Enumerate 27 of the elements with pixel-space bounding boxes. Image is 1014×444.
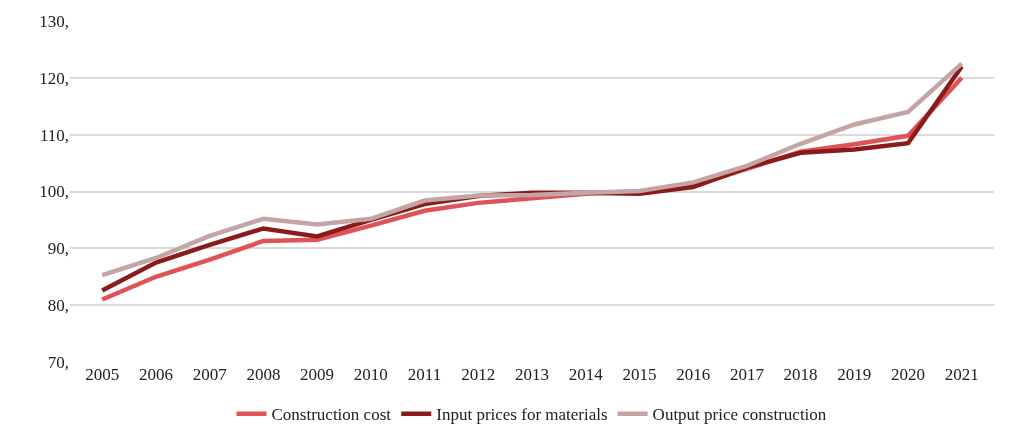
x-tick-label: 2008 bbox=[246, 365, 281, 384]
legend-label: Output price construction bbox=[652, 405, 827, 425]
x-tick-label: 2018 bbox=[783, 365, 818, 384]
x-tick-label: 2021 bbox=[944, 365, 979, 384]
x-tick-label: 2006 bbox=[138, 365, 173, 384]
y-tick-label: 120, bbox=[39, 68, 69, 88]
x-tick-label: 2016 bbox=[676, 365, 711, 384]
x-tick-label: 2012 bbox=[461, 365, 496, 384]
x-tick-label: 2020 bbox=[891, 365, 926, 384]
x-tick-label: 2005 bbox=[85, 365, 120, 384]
y-tick-label: 70, bbox=[47, 352, 69, 372]
x-tick-label: 2009 bbox=[300, 365, 335, 384]
legend-label: Construction cost bbox=[271, 405, 392, 425]
y-tick-label: 80, bbox=[47, 296, 69, 316]
x-tick-label: 2010 bbox=[353, 365, 388, 384]
x-tick-label: 2013 bbox=[515, 365, 549, 384]
legend-label: Input prices for materials bbox=[436, 405, 608, 425]
y-tick-label: 110, bbox=[39, 125, 69, 145]
x-tick-label: 2007 bbox=[192, 365, 228, 384]
x-tick-label: 2019 bbox=[837, 365, 872, 384]
y-tick-label: 130, bbox=[39, 11, 69, 31]
x-tick-label: 2014 bbox=[568, 365, 604, 384]
y-tick-label: 90, bbox=[47, 239, 69, 259]
x-tick-label: 2011 bbox=[407, 365, 442, 384]
x-tick-label: 2015 bbox=[622, 365, 657, 384]
x-tick-label: 2017 bbox=[729, 365, 765, 384]
y-tick-label: 100, bbox=[39, 182, 69, 202]
